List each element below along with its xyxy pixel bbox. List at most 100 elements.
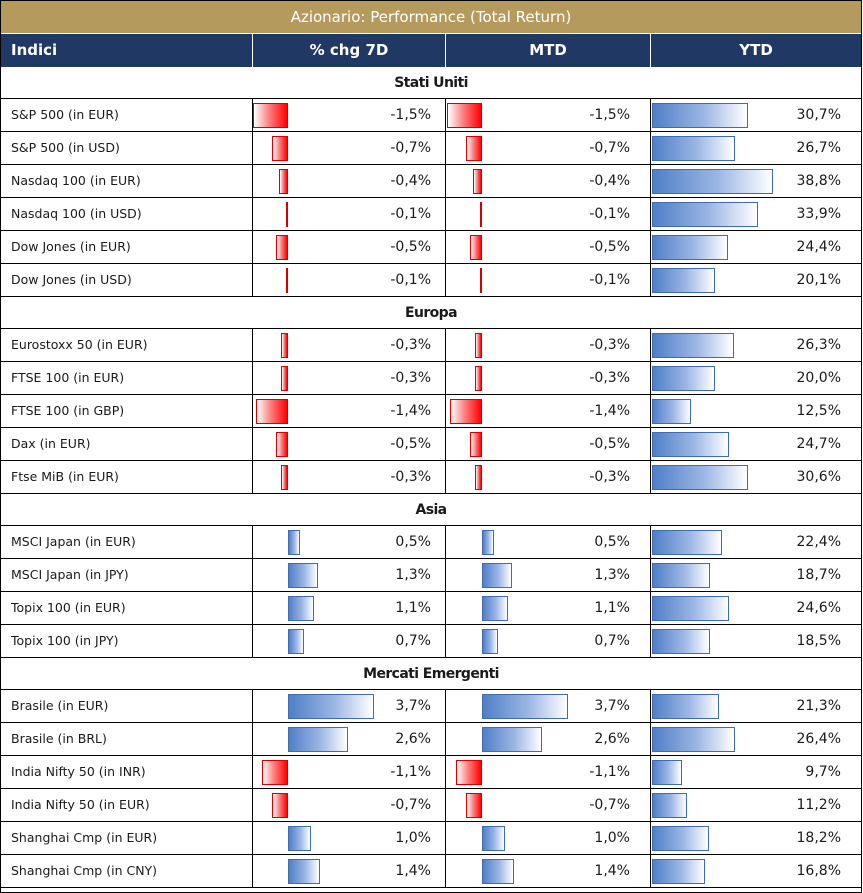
column-separator	[650, 625, 651, 657]
ytd-value: 38,8%	[796, 173, 841, 189]
ytd-value: 26,7%	[796, 140, 841, 156]
mtd-bar	[482, 530, 494, 555]
ytd-bar	[652, 793, 687, 818]
mtd-value: -0,3%	[589, 337, 630, 353]
column-separator	[252, 99, 253, 131]
row-label: Dax (in EUR)	[11, 436, 91, 451]
column-separator	[445, 264, 446, 296]
header-ytd: YTD	[739, 41, 773, 59]
table-row: S&P 500 (in EUR) -1,5% -1,5% 30,7%	[1, 99, 861, 132]
mtd-bar	[449, 399, 482, 424]
chg7d-value: -1,1%	[390, 764, 431, 780]
chg7d-bar	[288, 859, 321, 884]
ytd-bar	[652, 563, 711, 588]
chg7d-bar	[262, 760, 288, 785]
ytd-bar	[652, 629, 710, 654]
mtd-bar	[447, 103, 482, 128]
row-label: Nasdaq 100 (in USD)	[11, 206, 142, 221]
ytd-bar	[652, 268, 715, 293]
row-label: Ftse MiB (in EUR)	[11, 469, 119, 484]
chg7d-bar	[281, 333, 288, 358]
column-separator	[650, 99, 651, 131]
ytd-value: 20,1%	[796, 272, 841, 288]
chg7d-bar	[276, 235, 288, 260]
mtd-value: -1,5%	[589, 107, 630, 123]
column-separator	[650, 690, 651, 722]
table-row: FTSE 100 (in EUR) -0,3% -0,3% 20,0%	[1, 362, 861, 395]
column-separator	[445, 198, 446, 230]
column-separator	[252, 822, 253, 854]
mtd-bar	[479, 202, 482, 227]
header-chg7d: % chg 7D	[309, 41, 389, 59]
column-separator	[252, 559, 253, 591]
ytd-bar	[652, 366, 715, 391]
chg7d-bar	[253, 103, 288, 128]
column-separator	[445, 329, 446, 361]
column-separator	[252, 329, 253, 361]
column-separator	[650, 526, 651, 558]
section-header: Europa	[1, 297, 861, 329]
chg7d-bar	[281, 465, 288, 490]
chg7d-bar	[288, 563, 319, 588]
column-separator	[445, 559, 446, 591]
chg7d-bar	[288, 694, 374, 719]
header-indici: Indici	[11, 41, 58, 59]
column-separator	[445, 625, 446, 657]
column-separator	[252, 723, 253, 755]
row-label: India Nifty 50 (in EUR)	[11, 797, 150, 812]
table-row: Shanghai Cmp (in CNY) 1,4% 1,4% 16,8%	[1, 855, 861, 888]
chg7d-value: -0,7%	[390, 140, 431, 156]
mtd-bar	[456, 760, 482, 785]
row-label: S&P 500 (in USD)	[11, 140, 120, 155]
column-separator	[445, 99, 446, 131]
column-separator	[650, 362, 651, 394]
column-separator	[650, 461, 651, 493]
row-label: Dow Jones (in USD)	[11, 272, 132, 287]
ytd-bar	[652, 859, 705, 884]
chg7d-value: -0,1%	[390, 206, 431, 222]
column-separator	[445, 165, 446, 197]
column-separator	[445, 822, 446, 854]
row-label: Topix 100 (in EUR)	[11, 600, 126, 615]
mtd-value: -1,4%	[589, 403, 630, 419]
ytd-value: 30,7%	[796, 107, 841, 123]
section-header: Mercati Emergenti	[1, 658, 861, 690]
column-separator	[252, 756, 253, 788]
ytd-bar	[652, 169, 774, 194]
mtd-bar	[479, 268, 482, 293]
ytd-value: 26,3%	[796, 337, 841, 353]
column-separator	[445, 789, 446, 821]
ytd-value: 30,6%	[796, 469, 841, 485]
ytd-value: 26,4%	[796, 731, 841, 747]
ytd-bar	[652, 202, 758, 227]
column-separator	[445, 461, 446, 493]
mtd-bar	[482, 563, 513, 588]
ytd-value: 24,6%	[796, 600, 841, 616]
row-label: Topix 100 (in JPY)	[11, 633, 119, 648]
chg7d-value: -0,3%	[390, 469, 431, 485]
column-separator	[650, 264, 651, 296]
mtd-value: -0,1%	[589, 206, 630, 222]
section-header: Stati Uniti	[1, 67, 861, 99]
mtd-value: 0,7%	[594, 633, 630, 649]
mtd-bar	[482, 727, 543, 752]
ytd-value: 18,5%	[796, 633, 841, 649]
ytd-bar	[652, 530, 722, 555]
column-separator	[445, 362, 446, 394]
table-row: India Nifty 50 (in EUR) -0,7% -0,7% 11,2%	[1, 789, 861, 822]
mtd-value: 1,0%	[594, 830, 630, 846]
header-mtd: MTD	[529, 41, 567, 59]
chg7d-bar	[278, 169, 288, 194]
chg7d-value: -1,5%	[390, 107, 431, 123]
table-title: Azionario: Performance (Total Return)	[1, 1, 861, 33]
row-label: India Nifty 50 (in INR)	[11, 764, 146, 779]
column-separator	[252, 362, 253, 394]
column-separator	[252, 461, 253, 493]
ytd-bar	[652, 760, 683, 785]
mtd-bar	[475, 366, 482, 391]
ytd-value: 11,2%	[796, 797, 841, 813]
column-separator	[252, 198, 253, 230]
mtd-value: -0,1%	[589, 272, 630, 288]
mtd-value: 2,6%	[594, 731, 630, 747]
